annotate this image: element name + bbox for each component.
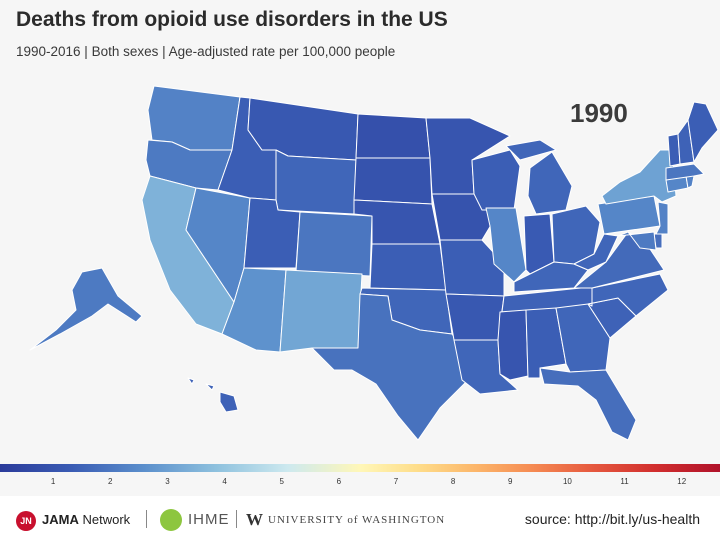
jama-brand: JAMA [42, 512, 79, 527]
uw-wordmark: UNIVERSITY of WASHINGTON [268, 514, 446, 526]
state-ri [685, 175, 695, 189]
state-co [295, 211, 373, 277]
colorbar-tick: 1 [50, 477, 56, 486]
map-subtitle: 1990-2016 | Both sexes | Age-adjusted ra… [16, 44, 396, 59]
colorbar-tick: 12 [677, 477, 687, 486]
footer-bar: JN JAMA Network IHME W UNIVERSITY of WAS… [0, 496, 720, 540]
source-link[interactable]: source: http://bit.ly/us-health [524, 511, 700, 527]
colorbar-tick: 6 [336, 477, 342, 486]
state-wy [275, 149, 357, 215]
state-sd [353, 157, 433, 205]
jama-network-label: Network [82, 512, 131, 527]
colorbar-tick: 5 [279, 477, 284, 486]
colorbar-tick: 11 [620, 477, 629, 486]
uw-w-logo-icon: W [246, 510, 263, 529]
footer-divider [236, 510, 237, 528]
colorbar-tick: 8 [450, 477, 456, 486]
state-ny [601, 149, 677, 205]
state-tx [311, 293, 469, 441]
colorbar-tick: 3 [165, 477, 170, 486]
state-ma [665, 163, 705, 181]
footer-divider [146, 510, 147, 528]
state-me [687, 101, 719, 163]
state-ar [445, 293, 505, 341]
jama-network-wordmark: JAMA Network [42, 512, 130, 527]
state-hi [187, 377, 239, 413]
state-wi [471, 149, 521, 211]
colorbar-tick: 7 [393, 477, 399, 486]
state-nd [355, 113, 431, 159]
state-mi [505, 139, 573, 215]
colorbar-tick: 10 [562, 477, 572, 486]
state-ks [369, 243, 447, 291]
state-nm [279, 269, 363, 353]
state-mo [439, 239, 505, 297]
state-nc [587, 273, 669, 317]
state-wa [147, 85, 241, 151]
map-title: Deaths from opioid use disorders in the … [16, 8, 448, 31]
colorbar-tick: 2 [108, 477, 113, 486]
jama-network-logo-icon: JN [16, 511, 36, 531]
us-choropleth-map [29, 85, 719, 441]
colorbar-legend [0, 464, 720, 472]
state-ak [29, 267, 143, 351]
year-label: 1990 [570, 98, 628, 128]
colorbar-tick: 4 [222, 477, 227, 486]
state-fl [539, 367, 637, 441]
ihme-logo-icon [160, 509, 182, 531]
state-ms [497, 309, 529, 381]
ihme-wordmark: IHME [188, 511, 230, 528]
colorbar-tick: 9 [508, 477, 513, 486]
state-md [617, 231, 657, 251]
